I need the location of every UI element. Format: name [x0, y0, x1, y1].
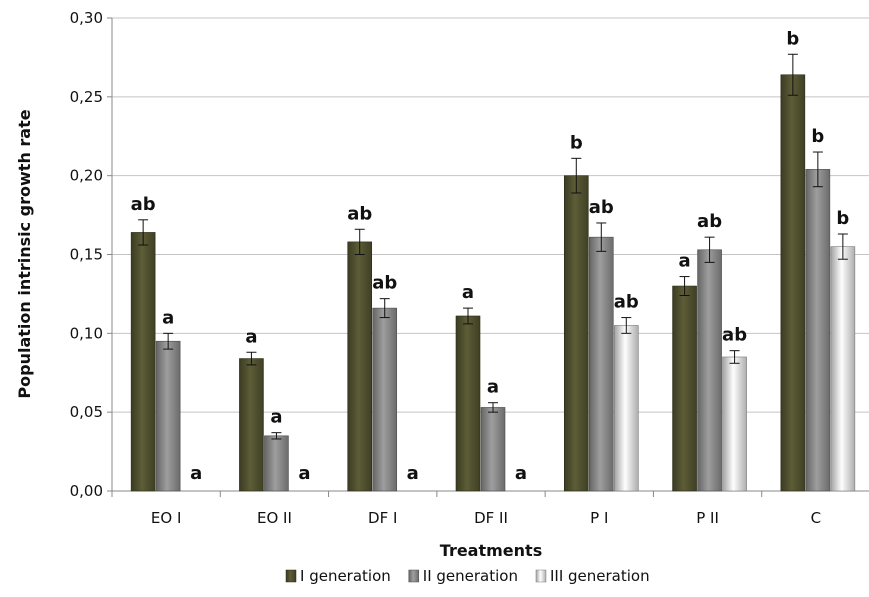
legend-item: I generation — [285, 567, 391, 585]
significance-label: ab — [589, 197, 614, 218]
legend: I generation II generation III generation — [285, 567, 650, 585]
y-tick-label: 0,30 — [70, 9, 103, 27]
error-bar — [837, 233, 848, 260]
significance-label: a — [407, 463, 419, 484]
x-tick-label: DF I — [368, 509, 397, 527]
bars — [130, 53, 856, 492]
error-bar — [704, 236, 715, 263]
bar — [613, 325, 639, 492]
gridlines — [112, 17, 869, 492]
legend-swatch — [535, 569, 547, 583]
significance-label: b — [786, 28, 799, 49]
error-bar — [271, 432, 282, 440]
significance-label: b — [836, 208, 849, 229]
significance-label: ab — [722, 325, 747, 346]
significance-label: ab — [614, 292, 639, 313]
bar — [722, 356, 747, 492]
significance-label: a — [190, 463, 202, 484]
axes: 0,00 0,05 0,10 0,15 0,20 0,25 0,30 EO I EO II DF … — [70, 9, 869, 527]
bar — [347, 241, 373, 492]
legend-item: II generation — [408, 567, 518, 585]
error-bar — [246, 351, 257, 366]
significance-label: a — [515, 463, 527, 484]
y-tick-label: 0,20 — [70, 167, 103, 185]
bar — [372, 307, 398, 492]
error-bar — [596, 222, 607, 252]
x-tick-label: P II — [696, 509, 719, 527]
error-bar — [621, 317, 632, 334]
legend-label: II generation — [423, 567, 518, 585]
y-axis-title: Population intrinsic growth rate — [15, 109, 34, 398]
error-bar — [463, 307, 473, 325]
significance-label: ab — [697, 211, 722, 232]
significance-label: ab — [372, 273, 397, 294]
significance-label: b — [811, 126, 824, 147]
significance-label: a — [270, 407, 282, 428]
bar — [780, 74, 806, 492]
y-tick-label: 0,10 — [70, 324, 103, 342]
bar — [672, 285, 697, 492]
bar — [455, 315, 481, 492]
x-tick-label: P I — [590, 509, 608, 527]
error-bar — [354, 228, 365, 255]
y-tick-label: 0,15 — [70, 246, 103, 264]
error-bar — [488, 402, 498, 413]
error-bar — [729, 350, 740, 364]
legend-label: III generation — [550, 567, 650, 585]
y-tick-label: 0,05 — [70, 403, 103, 421]
error-bar — [138, 219, 149, 246]
bar — [264, 435, 289, 492]
significance-label: a — [462, 282, 474, 303]
x-axis-title: Treatments — [440, 541, 542, 560]
bar — [830, 246, 856, 492]
x-tick-label: DF II — [474, 509, 508, 527]
bar — [563, 175, 589, 492]
bar — [155, 340, 181, 492]
bar — [130, 232, 156, 492]
y-tick-label: 0,00 — [70, 482, 103, 500]
legend-swatch — [285, 569, 297, 583]
error-bar — [679, 276, 690, 296]
significance-label: a — [162, 307, 174, 328]
significance-label: a — [245, 326, 257, 347]
error-bar — [379, 298, 390, 319]
error-bar — [571, 157, 582, 194]
significance-label: a — [298, 463, 310, 484]
error-bar — [812, 151, 823, 188]
bar — [239, 358, 264, 492]
x-tick-label: EO I — [151, 509, 181, 527]
significance-label: ab — [131, 194, 156, 215]
significance-label: b — [570, 132, 583, 153]
error-bar — [787, 53, 798, 96]
x-tick-label: C — [811, 509, 821, 527]
significance-label: ab — [347, 203, 372, 224]
x-tick-label: EO II — [257, 509, 292, 527]
bar — [480, 407, 506, 492]
bar — [588, 236, 614, 492]
bar — [697, 249, 722, 492]
significance-label: a — [487, 377, 499, 398]
bar — [805, 169, 831, 492]
legend-swatch — [408, 569, 420, 583]
legend-item: III generation — [535, 567, 650, 585]
legend-label: I generation — [300, 567, 391, 585]
significance-label: a — [678, 251, 690, 272]
error-bar — [163, 332, 174, 350]
y-tick-label: 0,25 — [70, 88, 103, 106]
